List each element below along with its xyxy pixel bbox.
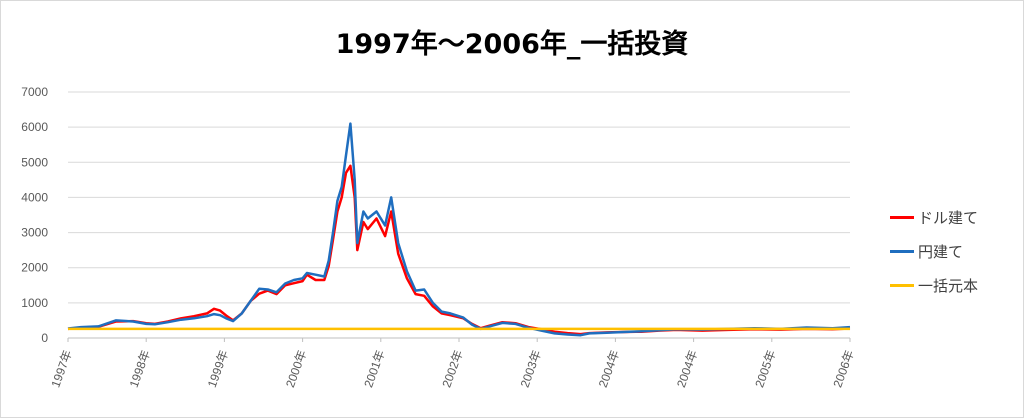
legend-item-dollar: ドル建て — [890, 200, 978, 234]
x-tick-label: 2004年 — [596, 348, 622, 389]
legend-swatch-dollar — [890, 215, 914, 219]
x-tick-label: 2003年 — [518, 348, 544, 389]
legend-label-yen: 円建て — [918, 242, 964, 261]
chart-title: 1997年～2006年_一括投資 — [335, 29, 689, 60]
y-tick-label: 5000 — [21, 155, 48, 169]
x-tick-label: 2002年 — [439, 348, 465, 389]
y-tick-label: 3000 — [21, 226, 48, 240]
x-tick-label: 2001年 — [361, 348, 387, 389]
y-tick-label: 0 — [41, 331, 48, 345]
y-axis: 0 1000 2000 3000 4000 5000 6000 7000 — [21, 85, 48, 345]
x-tick-label: 2006年 — [830, 348, 856, 389]
x-tick-label: 2004年 — [674, 348, 700, 389]
series-lines — [67, 122, 851, 337]
legend-item-yen: 円建て — [890, 234, 978, 268]
legend-swatch-principal — [890, 283, 914, 287]
x-tick-label: 1998年 — [127, 348, 153, 389]
y-tick-label: 4000 — [21, 190, 48, 204]
y-tick-label: 2000 — [21, 261, 48, 275]
x-axis: 1997年 1998年 1999年 2000年 2001年 2002年 2003年 2004年… — [48, 337, 857, 389]
y-tick-label: 6000 — [21, 120, 48, 134]
x-tick-label: 1997年 — [48, 348, 74, 389]
y-tick-label: 7000 — [21, 85, 48, 99]
legend-label-principal: 一括元本 — [918, 276, 979, 295]
legend-item-principal: 一括元本 — [890, 268, 978, 302]
legend-swatch-yen — [890, 249, 914, 253]
gridlines — [68, 91, 850, 339]
x-tick-label: 2005年 — [752, 348, 778, 389]
legend-label-dollar: ドル建て — [918, 208, 979, 227]
series-yen-line — [67, 122, 851, 337]
x-tick-label: 1999年 — [205, 348, 231, 389]
series-dollar-line — [67, 164, 851, 336]
x-tick-label: 2000年 — [283, 348, 309, 389]
legend: ドル建て 円建て 一括元本 — [890, 200, 978, 302]
y-tick-label: 1000 — [21, 296, 48, 310]
